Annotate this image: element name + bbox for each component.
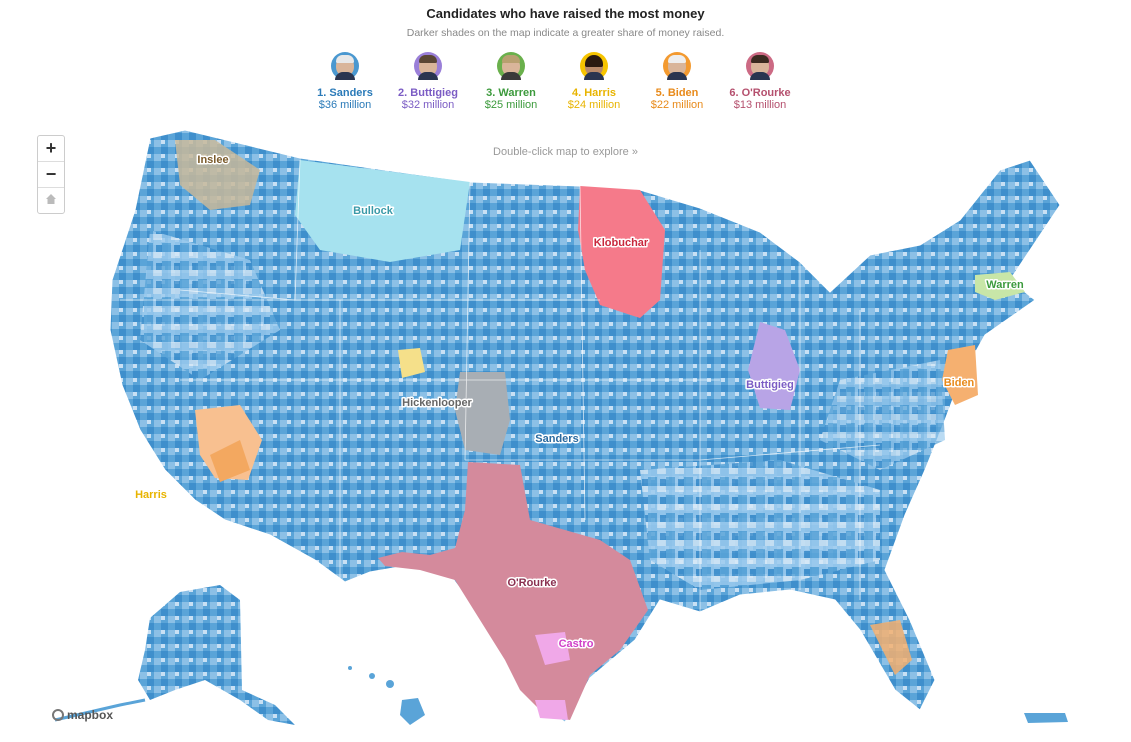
warren-avatar [497, 52, 525, 80]
home-button[interactable] [38, 188, 64, 213]
candidate-amount: $24 million [567, 99, 621, 111]
home-icon [46, 194, 56, 204]
candidate-amount: $32 million [401, 99, 455, 111]
harris-core [210, 440, 250, 482]
aleutians [54, 698, 146, 722]
harris-avatar [580, 52, 608, 80]
candidate-orourke: 6. O'Rourke $13 million [725, 52, 795, 111]
label-bullock: Bullock [353, 205, 394, 217]
label-klobuchar: Klobuchar [594, 237, 649, 249]
buttigieg-avatar [414, 52, 442, 80]
chart-subtitle: Darker shades on the map indicate a grea… [406, 27, 725, 39]
light-region-west [140, 230, 280, 380]
buttigieg-region[interactable] [748, 322, 800, 410]
biden-region[interactable] [942, 345, 978, 405]
zoom-out-button[interactable]: − [38, 162, 64, 188]
label-warren: Warren [986, 279, 1024, 291]
mapbox-text: mapbox [67, 708, 114, 722]
label-sanders: Sanders [535, 433, 578, 445]
sanders-avatar [331, 52, 359, 80]
label-inslee: Inslee [197, 154, 228, 166]
puerto-rico[interactable] [1024, 713, 1068, 723]
alaska[interactable] [138, 585, 295, 725]
label-hickenlooper: Hickenlooper [402, 397, 472, 409]
hickenlooper-region[interactable] [455, 372, 510, 455]
orourke-region[interactable] [378, 462, 648, 720]
candidate-name: 1. Sanders [317, 87, 373, 99]
light-region-east [820, 360, 945, 470]
label-castro: Castro [559, 638, 594, 650]
candidate-legend: 1. Sanders $36 million 2. Buttigieg $32 … [310, 52, 800, 122]
castro-region[interactable] [535, 632, 570, 665]
state-borders [120, 159, 881, 612]
candidate-name: 5. Biden [655, 87, 699, 99]
candidate-name: 3. Warren [486, 87, 536, 99]
candidate-sanders: 1. Sanders $36 million [310, 52, 380, 111]
label-orourke: O'Rourke [507, 577, 556, 589]
bullock-region[interactable] [295, 160, 470, 262]
biden-avatar [663, 52, 691, 80]
candidate-amount: $22 million [650, 99, 704, 111]
candidate-buttigieg: 2. Buttigieg $32 million [393, 52, 463, 111]
label-harris: Harris [135, 489, 167, 501]
mapbox-logo-icon [52, 709, 64, 721]
candidate-amount: $13 million [733, 99, 787, 111]
candidate-amount: $25 million [484, 99, 538, 111]
klobuchar-region[interactable] [578, 186, 665, 318]
orourke-avatar [746, 52, 774, 80]
utah-yellow-patch [398, 348, 425, 378]
explore-hint: Double-click map to explore » [493, 146, 638, 158]
mapbox-attribution[interactable]: mapbox [52, 708, 113, 722]
warren-region[interactable] [975, 272, 1025, 300]
label-biden: Biden [944, 377, 975, 389]
florida-orange-patch [870, 620, 912, 675]
candidate-name: 6. O'Rourke [729, 87, 791, 99]
chart-title: Candidates who have raised the most mone… [426, 6, 705, 21]
candidate-biden: 5. Biden $22 million [642, 52, 712, 111]
zoom-in-button[interactable]: + [38, 136, 64, 162]
candidate-name: 4. Harris [571, 87, 617, 99]
label-buttigieg: Buttigieg [746, 379, 794, 391]
candidate-name: 2. Buttigieg [398, 87, 458, 99]
inslee-region[interactable] [175, 140, 260, 210]
candidate-harris: 4. Harris $24 million [559, 52, 629, 111]
zoom-controls: + − [37, 135, 65, 214]
candidate-amount: $36 million [318, 99, 372, 111]
candidate-warren: 3. Warren $25 million [476, 52, 546, 111]
castro-south [535, 700, 568, 720]
hawaii[interactable] [348, 666, 425, 725]
